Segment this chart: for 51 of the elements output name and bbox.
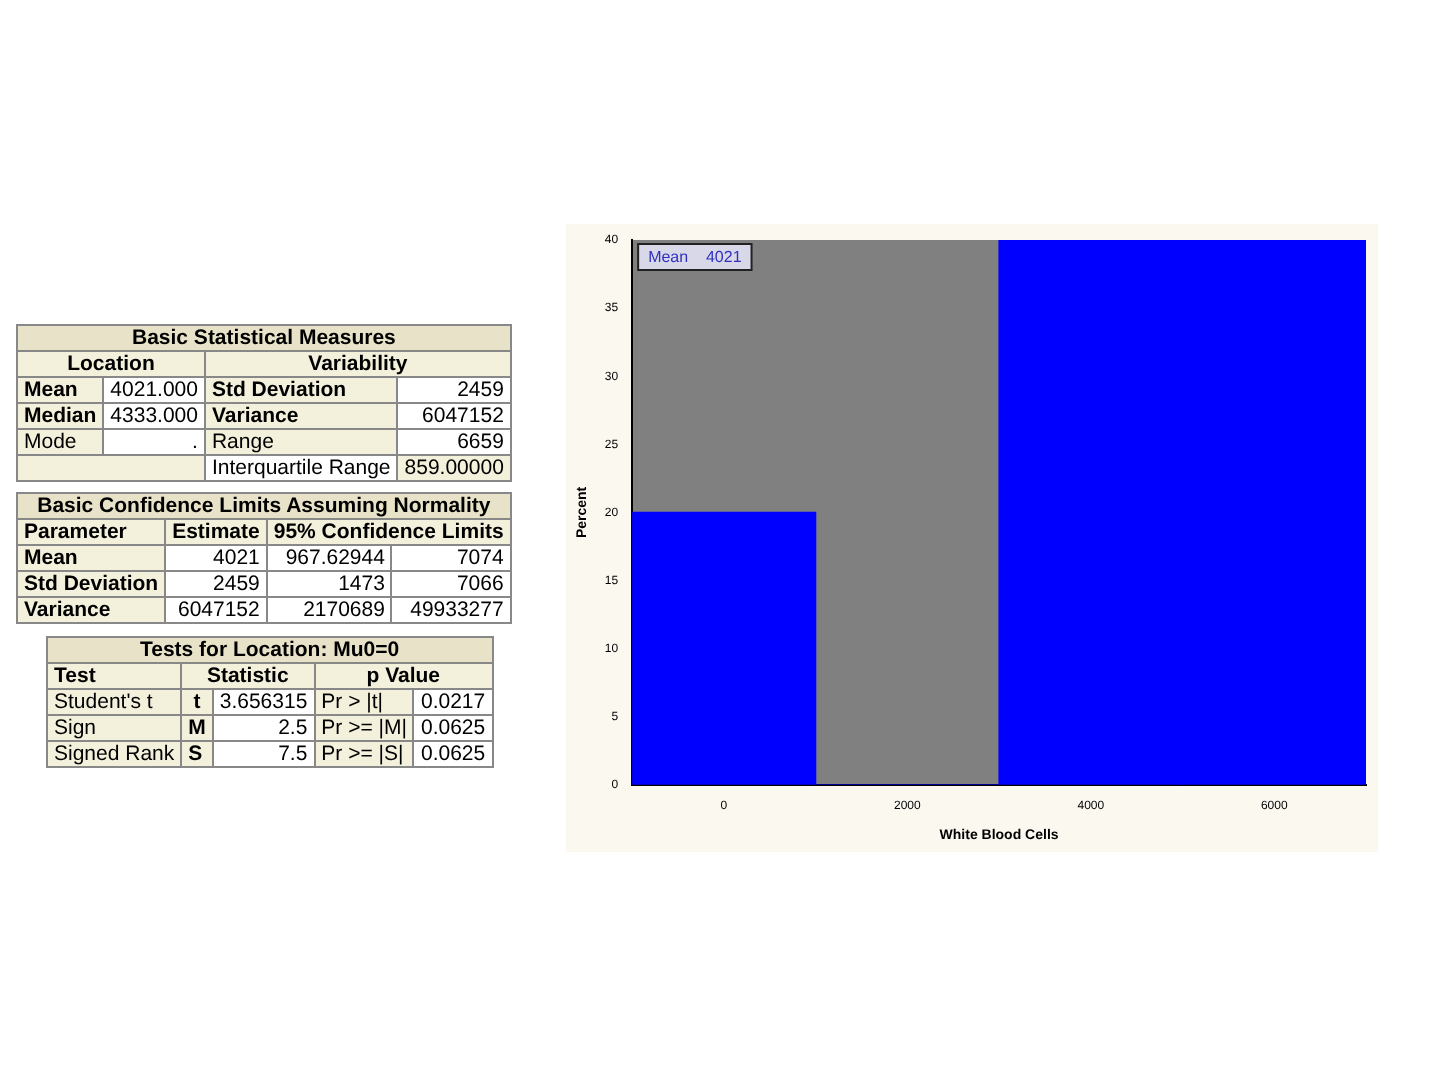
text: M <box>181 715 213 741</box>
text: S <box>181 741 213 767</box>
text: 2.5 <box>212 715 315 741</box>
text: 6047152 <box>165 597 267 623</box>
text: . <box>103 429 205 455</box>
text: Mean <box>17 377 104 403</box>
text: Variability <box>204 351 511 377</box>
text: Estimate <box>165 519 267 545</box>
text: Std Deviation <box>204 377 398 403</box>
text: 95% Confidence Limits <box>266 519 511 545</box>
text: Mean <box>17 545 166 571</box>
text: 6659 <box>397 429 511 455</box>
text: 6047152 <box>397 403 511 429</box>
text: 7066 <box>391 571 511 597</box>
text: 7.5 <box>212 741 315 767</box>
text: Parameter <box>17 519 166 545</box>
text: p Value <box>314 663 493 689</box>
text: 0.0625 <box>413 715 493 741</box>
text: 2459 <box>165 571 267 597</box>
text: 7074 <box>391 545 511 571</box>
text: Test <box>47 663 182 689</box>
text: Mode <box>17 429 104 455</box>
text: Variance <box>17 597 166 623</box>
text: 4021.000 <box>103 377 205 403</box>
text: Pr >= |S| <box>314 741 414 767</box>
text: 2170689 <box>266 597 392 623</box>
text: 0.0217 <box>413 689 493 715</box>
text: 4333.000 <box>103 403 205 429</box>
text: 1473 <box>266 571 392 597</box>
text: Basic Statistical Measures <box>16 324 512 350</box>
annotation: Mean 4021 <box>648 248 743 267</box>
text: Median <box>17 403 104 429</box>
text: Range <box>204 429 398 455</box>
text: 4021 <box>165 545 267 571</box>
text: Sign <box>47 715 182 741</box>
text: Pr >= |M| <box>314 715 414 741</box>
text: t <box>181 689 213 715</box>
text: 2459 <box>397 377 511 403</box>
text: Interquartile Range <box>204 455 398 481</box>
text: Statistic <box>181 663 315 689</box>
text: 859.00000 <box>397 455 511 481</box>
text: Variance <box>204 403 398 429</box>
text: 967.62944 <box>266 545 392 571</box>
text: Signed Rank <box>47 741 182 767</box>
text: 49933277 <box>391 597 511 623</box>
text: 3.656315 <box>212 689 315 715</box>
text: 0.0625 <box>413 741 493 767</box>
text: Location <box>17 351 205 377</box>
text: Student's t <box>47 689 182 715</box>
text: Std Deviation <box>17 571 166 597</box>
text: Pr > |t| <box>314 689 414 715</box>
